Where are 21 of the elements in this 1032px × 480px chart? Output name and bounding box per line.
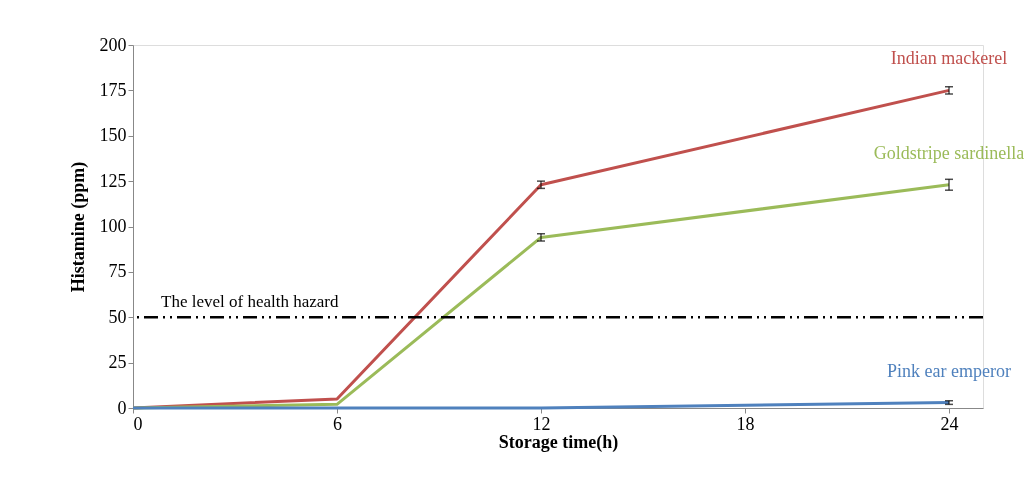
series-label: Goldstripe sardinella <box>873 142 1025 163</box>
series-label: Pink ear emperor <box>887 360 1011 381</box>
x-tick-label: 0 <box>133 413 143 434</box>
series-label: Indian mackerel <box>890 48 1008 69</box>
y-tick-label: 0 <box>117 397 127 418</box>
y-tick-label: 50 <box>108 306 127 327</box>
y-tick-label: 125 <box>99 170 127 191</box>
x-axis-title: Storage time(h) <box>498 431 619 453</box>
y-axis-title: Histamine (ppm) <box>67 161 89 293</box>
line-series <box>131 183 951 410</box>
x-tick-label: 12 <box>532 413 551 434</box>
x-tick-label: 18 <box>736 413 755 434</box>
ref-line-label: The level of health hazard <box>161 292 339 312</box>
y-tick-label: 75 <box>108 261 127 282</box>
x-tick-label: 6 <box>333 413 342 434</box>
y-tick-label: 100 <box>99 216 127 236</box>
y-tick-label: 150 <box>99 125 127 146</box>
y-tick-label: 175 <box>99 79 127 100</box>
x-tick-label: 24 <box>940 413 959 434</box>
y-tick-label: 200 <box>99 34 127 55</box>
y-tick-label: 25 <box>108 352 127 373</box>
